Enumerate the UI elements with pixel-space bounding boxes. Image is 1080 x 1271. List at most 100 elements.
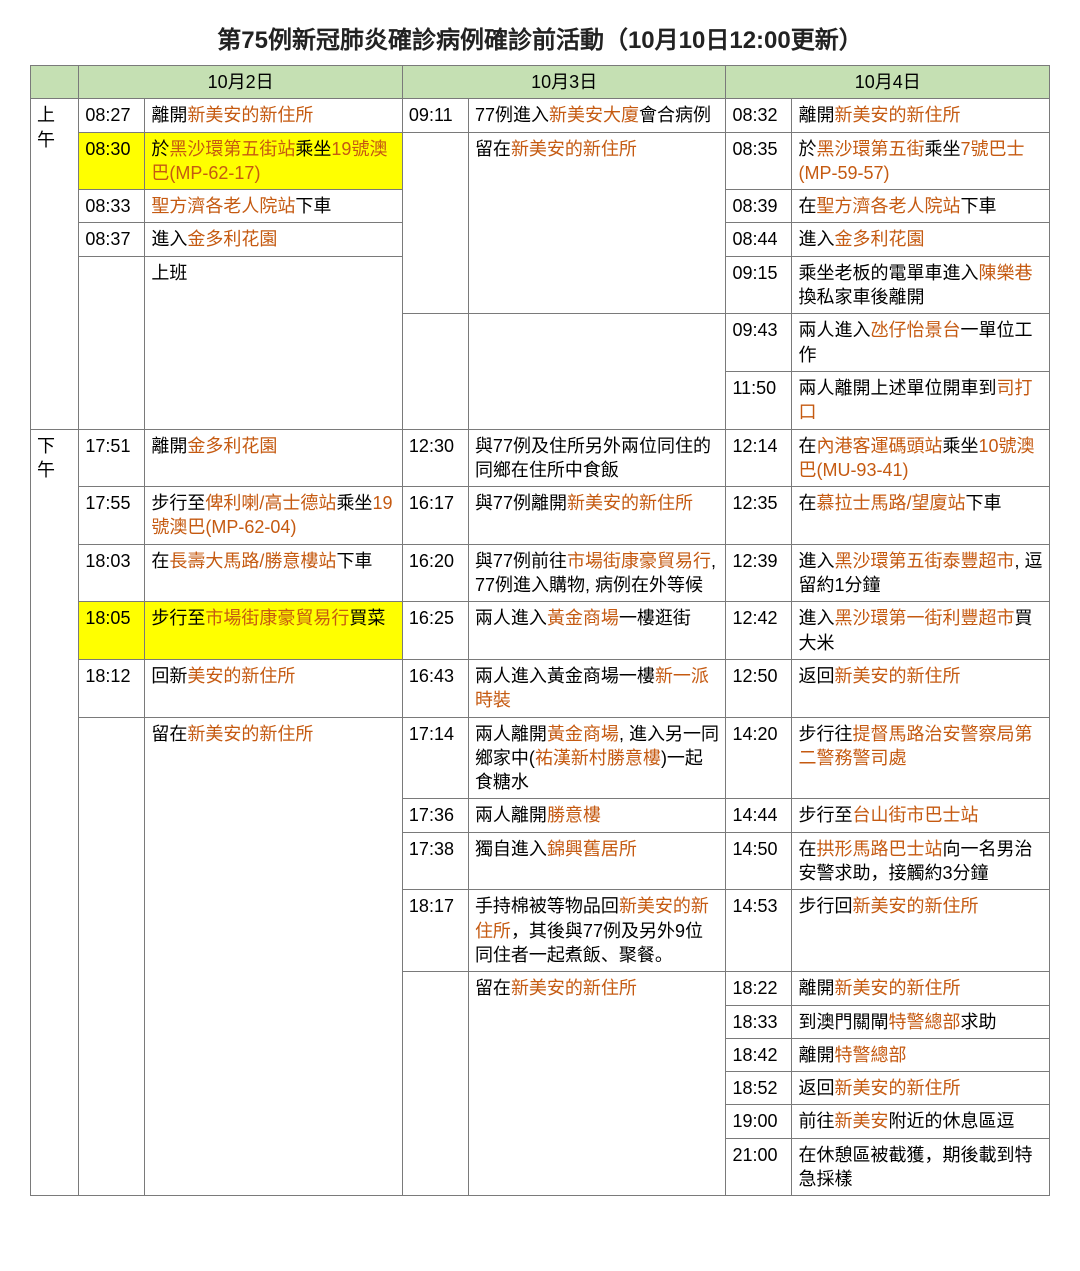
time-cell: 08:30 — [79, 132, 145, 190]
time-cell: 17:14 — [402, 717, 468, 799]
activity-text: 乘坐 — [336, 493, 372, 513]
time-cell: 08:44 — [726, 223, 792, 256]
header-day3: 10月4日 — [726, 66, 1050, 99]
location-text: 金多利花園 — [187, 229, 277, 249]
activity-text: 返回 — [798, 1078, 834, 1098]
period-label: 下午 — [31, 429, 79, 1196]
activity-cell: 離開特警總部 — [792, 1038, 1050, 1071]
activity-cell: 步行至台山街市巴士站 — [792, 799, 1050, 832]
activity-text: 於 — [798, 139, 816, 159]
activity-cell: 與77例及住所另外兩位同住的同鄉在住所中食飯 — [468, 429, 726, 487]
header-blank — [31, 66, 79, 99]
time-cell: 18:17 — [402, 890, 468, 972]
time-cell: 11:50 — [726, 371, 792, 429]
time-cell: 18:42 — [726, 1038, 792, 1071]
table-row: 18:03在長壽大馬路/勝意樓站下車16:20與77例前往市場街康豪貿易行, 7… — [31, 544, 1050, 602]
time-cell — [402, 132, 468, 314]
activity-text: 上班 — [151, 263, 187, 283]
activity-text: 附近的休息區逗 — [888, 1111, 1014, 1131]
activity-text: 於 — [151, 139, 169, 159]
table-row: 17:55步行至俾利喇/高士德站乘坐19號澳巴(MP-62-04)16:17與7… — [31, 487, 1050, 545]
time-cell: 09:15 — [726, 256, 792, 314]
time-cell — [402, 972, 468, 1196]
activity-cell: 手持棉被等物品回新美安的新住所，其後與77例及另外9位同住者一起煮飯、聚餐。 — [468, 890, 726, 972]
activity-cell: 兩人進入黃金商場一樓新一派時裝 — [468, 659, 726, 717]
activity-cell: 在慕拉士馬路/望廈站下車 — [792, 487, 1050, 545]
activity-text: 一樓逛街 — [619, 608, 691, 628]
activity-cell: 步行至俾利喇/高士德站乘坐19號澳巴(MP-62-04) — [145, 487, 403, 545]
activity-text: 離開 — [151, 105, 187, 125]
activity-cell: 乘坐老板的電單車進入陳樂巷換私家車後離開 — [792, 256, 1050, 314]
table-row: 上午08:27離開新美安的新住所09:1177例進入新美安大廈會合病例08:32… — [31, 99, 1050, 132]
activity-cell: 77例進入新美安大廈會合病例 — [468, 99, 726, 132]
activity-text: 兩人進入 — [475, 608, 547, 628]
activity-cell: 留在新美安的新住所 — [468, 972, 726, 1196]
activity-cell: 與77例離開新美安的新住所 — [468, 487, 726, 545]
location-text: 拱形馬路巴士站 — [816, 839, 942, 859]
activity-cell: 在內港客運碼頭站乘坐10號澳巴(MU-93-41) — [792, 429, 1050, 487]
activity-text: 步行往 — [798, 724, 852, 744]
time-cell: 12:39 — [726, 544, 792, 602]
location-text: 新美安大廈 — [549, 105, 639, 125]
header-day1: 10月2日 — [79, 66, 403, 99]
time-cell: 17:38 — [402, 832, 468, 890]
location-text: 慕拉士馬路/望廈站 — [816, 493, 965, 513]
time-cell: 08:37 — [79, 223, 145, 256]
location-text: 錦興舊居所 — [547, 839, 637, 859]
time-cell: 21:00 — [726, 1138, 792, 1196]
activity-cell: 兩人進入氹仔怡景台一單位工作 — [792, 314, 1050, 372]
activity-cell: 在長壽大馬路/勝意樓站下車 — [145, 544, 403, 602]
activity-cell: 步行回新美安的新住所 — [792, 890, 1050, 972]
time-cell: 14:20 — [726, 717, 792, 799]
time-cell: 19:00 — [726, 1105, 792, 1138]
time-cell — [402, 314, 468, 429]
activity-text: 在 — [798, 493, 816, 513]
activity-text: 會合病例 — [639, 105, 711, 125]
location-text: 聖方濟各老人院站 — [151, 196, 295, 216]
time-cell: 18:22 — [726, 972, 792, 1005]
time-cell: 16:25 — [402, 602, 468, 660]
activity-cell: 於黑沙環第五街乘坐7號巴士(MP-59-57) — [792, 132, 1050, 190]
location-text: 陳樂巷 — [978, 263, 1032, 283]
location-text: 金多利花園 — [834, 229, 924, 249]
activity-text: 步行至 — [151, 608, 205, 628]
time-cell: 18:33 — [726, 1005, 792, 1038]
activity-cell: 兩人離開黃金商場, 進入另一同鄉家中(祐漢新村勝意樓)一起食糖水 — [468, 717, 726, 799]
time-cell: 14:44 — [726, 799, 792, 832]
time-cell — [79, 256, 145, 429]
activity-cell: 與77例前往市場街康豪貿易行, 77例進入購物, 病例在外等候 — [468, 544, 726, 602]
location-text: 市場街康豪貿易行 — [567, 551, 711, 571]
activity-text: 77例進入 — [475, 105, 549, 125]
activity-text: 到澳門關閘 — [798, 1012, 888, 1032]
activity-cell: 返回新美安的新住所 — [792, 1072, 1050, 1105]
activity-text: 與77例離開 — [475, 493, 567, 513]
activity-cell: 步行往提督馬路治安警察局第二警務警司處 — [792, 717, 1050, 799]
activity-text: 換私家車後離開 — [798, 287, 924, 307]
activity-text: 離開 — [798, 105, 834, 125]
page-title: 第75例新冠肺炎確診病例確診前活動（10月10日12:00更新） — [30, 20, 1050, 55]
activity-text: 手持棉被等物品回 — [475, 896, 619, 916]
activity-text: 乘坐 — [942, 436, 978, 456]
table-row: 下午17:51離開金多利花園12:30與77例及住所另外兩位同住的同鄉在住所中食… — [31, 429, 1050, 487]
location-text: 黃金商場 — [547, 608, 619, 628]
time-cell: 16:43 — [402, 659, 468, 717]
location-text: 新美安 — [834, 1111, 888, 1131]
location-text: 黑沙環第五街 — [816, 139, 924, 159]
location-text: 新美安的新住所 — [834, 1078, 960, 1098]
activity-text: 下車 — [295, 196, 331, 216]
activity-text: 兩人離開 — [475, 724, 547, 744]
activity-text: 下車 — [965, 493, 1001, 513]
location-text: 黃金商場 — [547, 724, 619, 744]
activity-cell: 返回新美安的新住所 — [792, 659, 1050, 717]
activity-table: 10月2日 10月3日 10月4日 上午08:27離開新美安的新住所09:117… — [30, 65, 1050, 1196]
activity-text: 買菜 — [349, 608, 385, 628]
location-text: 新美安的新住所 — [511, 139, 637, 159]
activity-text: 求助 — [960, 1012, 996, 1032]
activity-text: 乘坐老板的電單車進入 — [798, 263, 978, 283]
activity-text: 進入 — [798, 229, 834, 249]
activity-cell: 步行至市場街康豪貿易行買菜 — [145, 602, 403, 660]
time-cell: 08:32 — [726, 99, 792, 132]
location-text: 黑沙環第一街利豐超市 — [834, 608, 1014, 628]
activity-cell: 回新美安的新住所 — [145, 659, 403, 717]
time-cell: 14:53 — [726, 890, 792, 972]
